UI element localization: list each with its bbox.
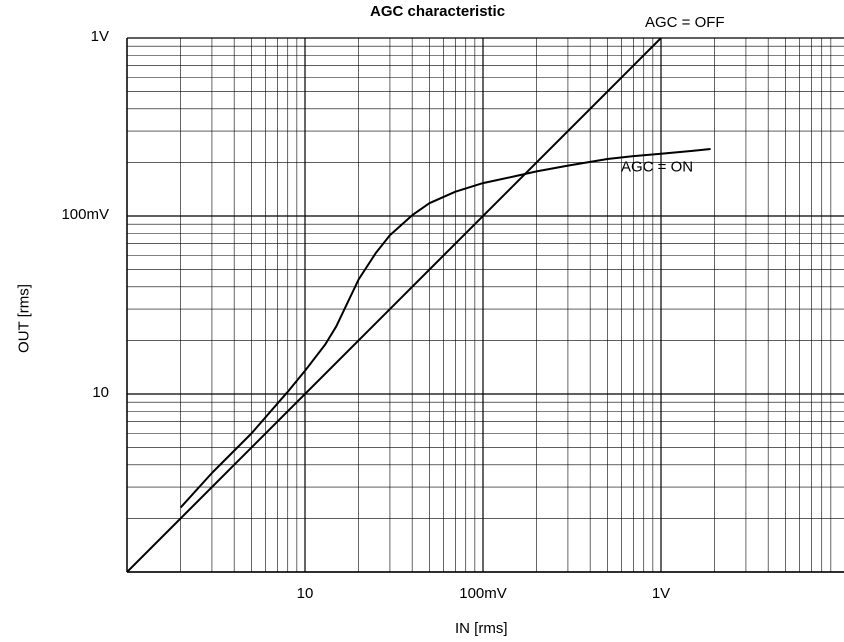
y-axis-label: OUT [rms] — [15, 284, 33, 353]
annotation-agc-off: AGC = OFF — [645, 14, 725, 31]
grid — [126, 37, 844, 573]
annotation-agc-on: AGC = ON — [621, 158, 693, 175]
y-tick-label: 100mV — [61, 206, 109, 223]
y-tick-label: 10 — [92, 384, 109, 401]
x-axis-label: IN [rms] — [455, 620, 508, 637]
x-tick-label: 100mV — [459, 585, 507, 602]
x-tick-label: 10 — [296, 585, 314, 602]
x-tick-label: 1V — [651, 585, 671, 602]
y-tick-label: 1V — [90, 28, 109, 45]
annotation-layer: AGC = OFF AGC = ON — [621, 14, 725, 175]
series-layer — [126, 37, 711, 573]
series-line-agc-on — [179, 148, 711, 509]
chart-title: AGC characteristic — [370, 3, 506, 20]
series-line-agc-off — [126, 37, 662, 573]
